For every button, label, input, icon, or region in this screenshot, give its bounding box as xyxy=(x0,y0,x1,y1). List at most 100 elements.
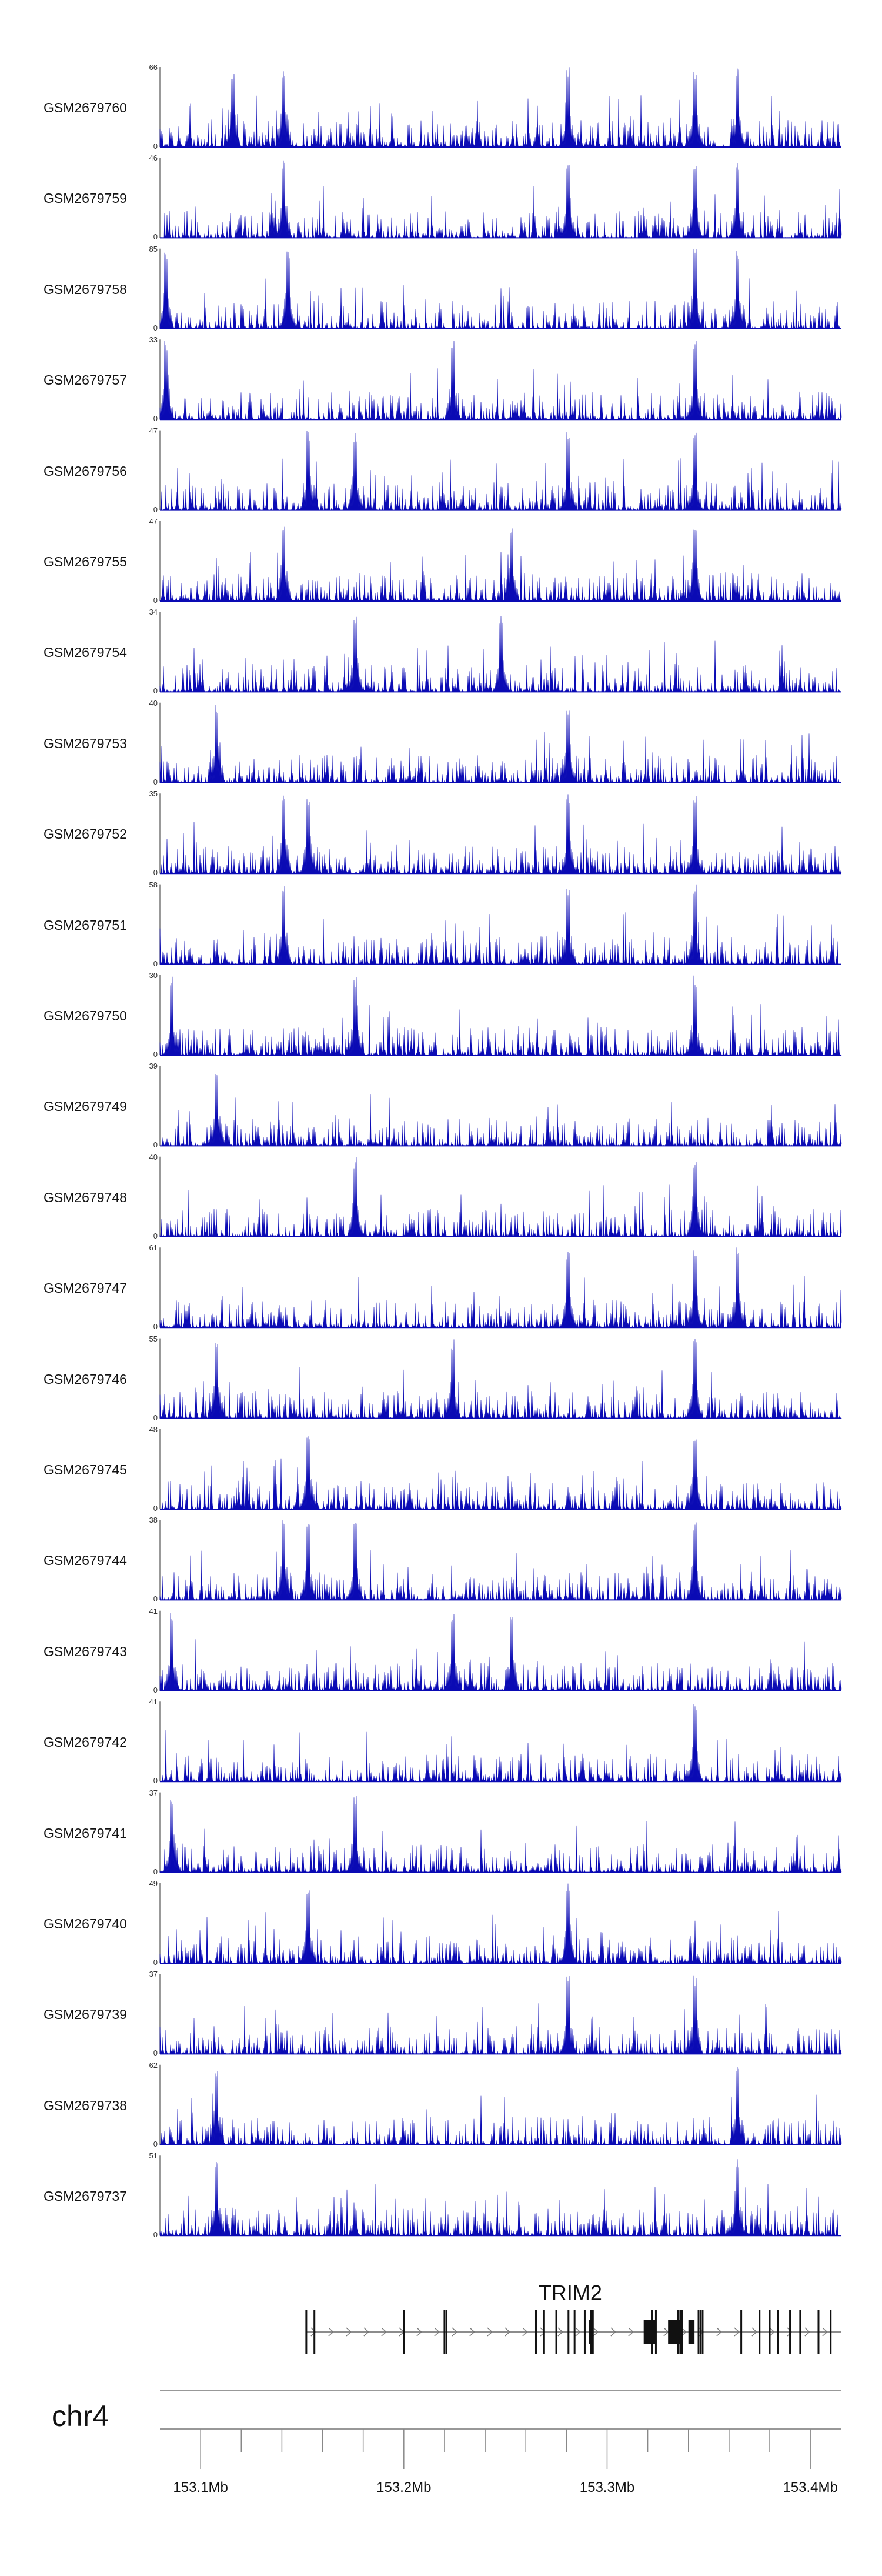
exon xyxy=(583,2310,586,2354)
strand-arrow xyxy=(540,2327,546,2337)
exon xyxy=(830,2310,832,2354)
track-GSM2679758 xyxy=(159,248,842,329)
track-label: GSM2679739 xyxy=(44,2007,127,2023)
y-min-label: 0 xyxy=(153,868,158,877)
track-label: GSM2679737 xyxy=(44,2188,127,2204)
exon xyxy=(534,2310,537,2354)
track-label: GSM2679746 xyxy=(44,1371,127,1387)
exon xyxy=(573,2310,576,2354)
y-min-label: 0 xyxy=(153,686,158,696)
y-min-label: 0 xyxy=(153,1140,158,1150)
exon xyxy=(403,2310,405,2354)
y-max-label: 37 xyxy=(149,1970,158,1979)
exon xyxy=(799,2310,801,2354)
exon-block xyxy=(668,2320,680,2344)
track-GSM2679743 xyxy=(159,1610,842,1691)
x-tick-label: 153.4Mb xyxy=(783,2480,838,2495)
strand-arrow xyxy=(557,2327,563,2337)
y-max-label: 33 xyxy=(149,335,158,345)
coverage-area xyxy=(159,160,842,239)
y-min-label: 0 xyxy=(153,1231,158,1240)
strand-arrow xyxy=(593,2327,599,2337)
exon xyxy=(567,2310,570,2354)
strand-arrow xyxy=(751,2327,757,2337)
coverage-area xyxy=(159,1339,842,1419)
track-GSM2679737 xyxy=(159,2155,842,2237)
exon-block xyxy=(643,2320,656,2344)
strand-arrow xyxy=(787,2327,793,2337)
coverage-area xyxy=(159,884,841,965)
track-GSM2679742 xyxy=(159,1701,842,1783)
y-max-label: 61 xyxy=(149,1243,158,1253)
chromosome-label: chr4 xyxy=(52,2400,109,2432)
track-GSM2679747 xyxy=(159,1247,842,1329)
track-GSM2679753 xyxy=(159,702,841,783)
track-GSM2679744 xyxy=(159,1520,842,1601)
exon xyxy=(817,2310,820,2354)
y-min-label: 0 xyxy=(153,1050,158,1059)
track-GSM2679749 xyxy=(159,1066,842,1147)
coverage-area xyxy=(159,1796,842,1873)
track-label: GSM2679756 xyxy=(44,463,127,479)
strand-arrow xyxy=(716,2327,722,2337)
exon xyxy=(313,2310,316,2354)
track-GSM2679760 xyxy=(159,67,842,148)
y-max-label: 66 xyxy=(149,63,158,72)
coverage-area xyxy=(159,248,842,329)
strand-arrow xyxy=(628,2327,634,2337)
exon xyxy=(543,2310,545,2354)
strand-arrow xyxy=(769,2327,775,2337)
track-GSM2679755 xyxy=(159,521,842,602)
y-max-label: 55 xyxy=(149,1334,158,1343)
x-tick-label: 153.1Mb xyxy=(173,2480,228,2495)
coverage-area xyxy=(159,526,842,602)
y-min-label: 0 xyxy=(153,1776,158,1786)
y-max-label: 34 xyxy=(149,608,158,617)
coverage-area xyxy=(159,341,842,420)
coverage-area xyxy=(159,704,841,783)
track-label: GSM2679755 xyxy=(44,554,127,569)
coverage-area xyxy=(160,431,842,511)
track-GSM2679740 xyxy=(159,1883,842,1964)
track-label: GSM2679750 xyxy=(44,1008,127,1023)
track-label: GSM2679738 xyxy=(44,2097,127,2113)
y-min-label: 0 xyxy=(153,505,158,514)
y-max-label: 37 xyxy=(149,1788,158,1797)
track-label: GSM2679745 xyxy=(44,1462,127,1477)
exon xyxy=(759,2310,761,2354)
y-min-label: 0 xyxy=(153,142,158,151)
strand-arrow xyxy=(734,2327,740,2337)
strand-arrow xyxy=(452,2327,457,2337)
track-GSM2679757 xyxy=(159,339,842,421)
strand-arrow xyxy=(575,2327,581,2337)
x-tick-label: 153.2Mb xyxy=(376,2480,432,2495)
track-label: GSM2679741 xyxy=(44,1825,127,1841)
track-label: GSM2679748 xyxy=(44,1189,127,1205)
track-label: GSM2679758 xyxy=(44,281,127,297)
gene-track xyxy=(305,2310,841,2354)
strand-arrow xyxy=(363,2327,369,2337)
strand-arrow xyxy=(610,2327,616,2337)
coverage-area xyxy=(159,616,842,693)
y-min-label: 0 xyxy=(153,1322,158,1332)
exon-block xyxy=(589,2320,593,2344)
y-min-label: 0 xyxy=(153,1958,158,1967)
coverage-area xyxy=(159,2067,842,2145)
strand-arrow xyxy=(522,2327,528,2337)
y-min-label: 0 xyxy=(153,777,158,786)
y-max-label: 38 xyxy=(149,1516,158,1525)
exon xyxy=(697,2310,700,2354)
y-min-label: 0 xyxy=(153,1594,158,1604)
track-GSM2679759 xyxy=(159,158,842,239)
strand-arrow xyxy=(505,2327,510,2337)
coverage-area xyxy=(160,1704,842,1783)
exon xyxy=(445,2310,447,2354)
exon xyxy=(777,2310,779,2354)
y-min-label: 0 xyxy=(153,232,158,242)
strand-arrow xyxy=(469,2327,475,2337)
y-max-label: 46 xyxy=(149,154,158,163)
track-GSM2679748 xyxy=(159,1156,842,1237)
y-max-label: 85 xyxy=(149,244,158,253)
strand-arrow xyxy=(346,2327,352,2337)
